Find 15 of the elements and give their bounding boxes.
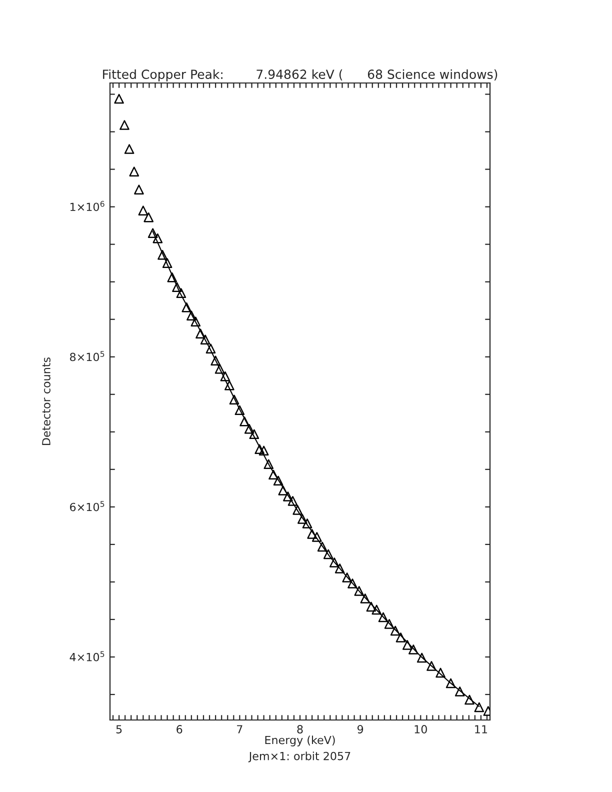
y-tick-label: 6×10$^{5}$ <box>70 501 104 512</box>
chart-title: Fitted Copper Peak: 7.94862 keV ( 68 Science windows) <box>103 69 498 82</box>
x-tick-label: 8 <box>297 725 303 734</box>
x-tick-label: 10 <box>414 725 427 734</box>
x-tick-label: 5 <box>116 725 122 734</box>
x-tick-label: 6 <box>176 725 182 734</box>
x-tick-label: 7 <box>237 725 242 734</box>
x-axis-title: Energy (keV) <box>265 736 335 746</box>
y-tick-label: 1×10$^{6}$ <box>70 200 104 212</box>
y-axis-title: Detector counts <box>42 358 50 445</box>
y-tick-label: 8×10$^{5}$ <box>70 351 104 362</box>
x-tick-label: 9 <box>357 725 364 734</box>
text: Jem×1: orbit 2057 <box>248 752 350 762</box>
x-tick-label: 11 <box>475 725 487 734</box>
y-tick-label: 4×10$^{5}$ <box>70 651 104 662</box>
